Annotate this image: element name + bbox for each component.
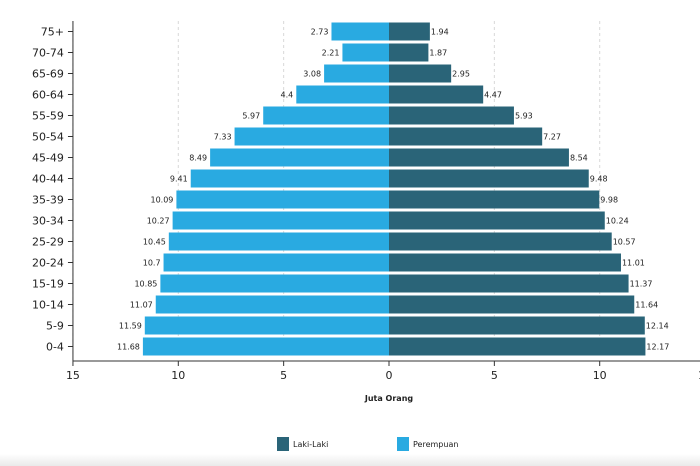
bar-perempuan: [324, 64, 389, 83]
data-label-laki-laki: 8.54: [570, 154, 588, 163]
x-axis-title: Juta Orang: [364, 394, 414, 403]
legend-label-perempuan: Perempuan: [413, 440, 458, 449]
bar-laki-laki: [389, 295, 635, 314]
data-label-laki-laki: 12.17: [646, 343, 669, 352]
category-label: 75+: [41, 26, 64, 39]
bar-laki-laki: [389, 43, 429, 62]
bar-perempuan: [210, 148, 389, 167]
x-tick-label: 15: [66, 369, 80, 382]
data-label-laki-laki: 9.98: [600, 196, 618, 205]
category-label: 45-49: [32, 152, 64, 165]
bar-laki-laki: [389, 85, 484, 104]
bar-perempuan: [342, 43, 389, 62]
bar-perempuan: [263, 106, 389, 125]
bar-laki-laki: [389, 64, 452, 83]
bar-laki-laki: [389, 127, 543, 146]
bar-perempuan: [172, 211, 389, 230]
bar-perempuan: [190, 169, 389, 188]
data-label-laki-laki: 9.48: [590, 175, 608, 184]
bar-laki-laki: [389, 211, 605, 230]
bar-perempuan: [176, 190, 389, 209]
data-label-perempuan: 3.08: [303, 70, 321, 79]
legend-label-laki-laki: Laki-Laki: [293, 440, 328, 449]
data-label-perempuan: 10.27: [147, 217, 170, 226]
data-label-perempuan: 8.49: [189, 154, 207, 163]
bar-perempuan: [296, 85, 389, 104]
bar-perempuan: [142, 337, 389, 356]
x-tick-label: 15: [698, 369, 700, 382]
data-label-perempuan: 10.45: [143, 238, 166, 247]
legend-swatch-laki-laki: [277, 437, 289, 451]
data-label-perempuan: 11.68: [117, 343, 140, 352]
data-label-laki-laki: 1.94: [431, 28, 449, 37]
category-label: 0-4: [46, 341, 64, 354]
category-label: 60-64: [32, 89, 64, 102]
category-label: 70-74: [32, 47, 64, 60]
x-tick-label: 10: [171, 369, 185, 382]
x-tick-label: 5: [491, 369, 498, 382]
x-tick-label: 5: [280, 369, 287, 382]
bar-laki-laki: [389, 148, 569, 167]
bar-perempuan: [160, 274, 389, 293]
data-label-perempuan: 10.7: [143, 259, 161, 268]
bar-perempuan: [234, 127, 389, 146]
data-label-perempuan: 10.85: [134, 280, 157, 289]
category-label: 30-34: [32, 215, 64, 228]
data-label-perempuan: 4.4: [281, 91, 294, 100]
bar-laki-laki: [389, 274, 629, 293]
category-label: 35-39: [32, 194, 64, 207]
data-label-laki-laki: 11.37: [630, 280, 653, 289]
legend-swatch-perempuan: [397, 437, 409, 451]
bar-laki-laki: [389, 316, 645, 335]
bar-laki-laki: [389, 22, 430, 41]
bar-laki-laki: [389, 337, 646, 356]
data-label-perempuan: 10.09: [150, 196, 173, 205]
x-tick-label: 10: [593, 369, 607, 382]
category-label: 55-59: [32, 110, 64, 123]
data-label-perempuan: 11.59: [119, 322, 142, 331]
category-label: 5-9: [46, 320, 64, 333]
x-tick-label: 0: [386, 369, 393, 382]
category-label: 15-19: [32, 278, 64, 291]
data-label-perempuan: 2.73: [311, 28, 329, 37]
bar-perempuan: [155, 295, 389, 314]
data-label-perempuan: 5.97: [242, 112, 260, 121]
data-label-laki-laki: 5.93: [515, 112, 533, 121]
data-label-perempuan: 2.21: [322, 49, 340, 58]
bar-laki-laki: [389, 253, 621, 272]
data-label-perempuan: 11.07: [130, 301, 153, 310]
bar-laki-laki: [389, 106, 514, 125]
category-label: 50-54: [32, 131, 64, 144]
bar-perempuan: [163, 253, 389, 272]
data-label-laki-laki: 4.47: [484, 91, 502, 100]
bar-perempuan: [144, 316, 389, 335]
category-label: 65-69: [32, 68, 64, 81]
data-label-laki-laki: 2.95: [452, 70, 470, 79]
data-label-laki-laki: 10.24: [606, 217, 629, 226]
data-label-perempuan: 7.33: [214, 133, 232, 142]
category-label: 40-44: [32, 173, 64, 186]
data-label-laki-laki: 7.27: [543, 133, 561, 142]
data-label-laki-laki: 1.87: [429, 49, 447, 58]
bar-laki-laki: [389, 232, 612, 251]
data-label-laki-laki: 10.57: [613, 238, 636, 247]
bar-laki-laki: [389, 190, 600, 209]
data-label-laki-laki: 11.01: [622, 259, 645, 268]
bar-perempuan: [168, 232, 389, 251]
data-label-perempuan: 9.41: [170, 175, 188, 184]
category-label: 10-14: [32, 299, 64, 312]
data-label-laki-laki: 12.14: [646, 322, 669, 331]
category-label: 20-24: [32, 257, 64, 270]
bottom-shade: [0, 454, 700, 466]
category-label: 25-29: [32, 236, 64, 249]
bar-perempuan: [331, 22, 389, 41]
bar-laki-laki: [389, 169, 589, 188]
data-label-laki-laki: 11.64: [635, 301, 658, 310]
